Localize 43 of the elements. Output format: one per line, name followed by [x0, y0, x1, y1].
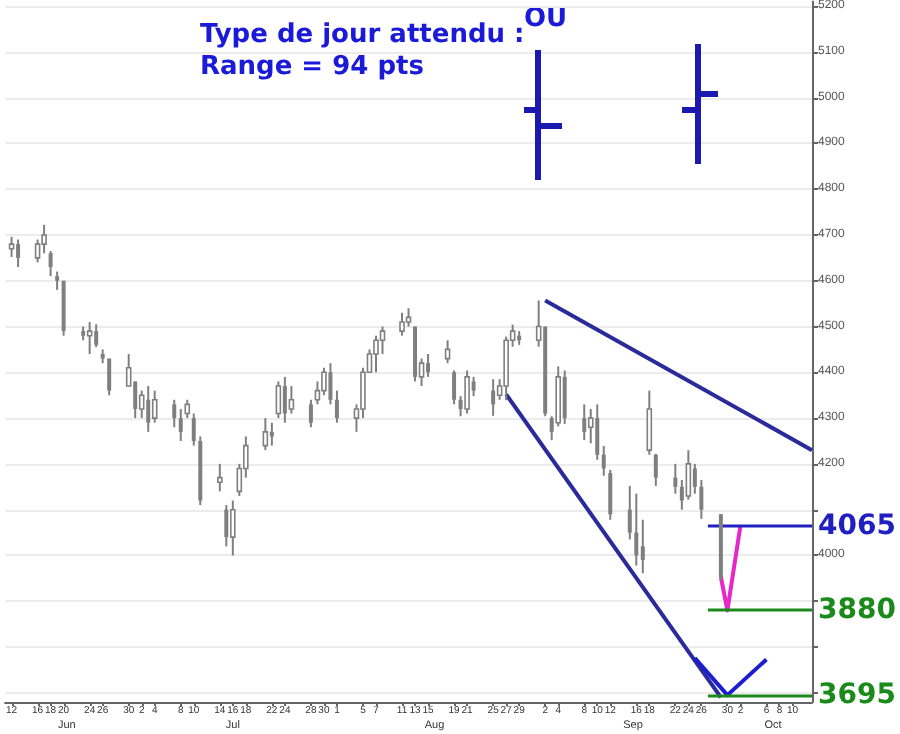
- candlestick: [172, 398, 177, 429]
- ref-line-label: 3695: [818, 679, 896, 712]
- candlestick: [653, 452, 658, 487]
- candlestick: [217, 462, 223, 493]
- candlestick: [373, 334, 379, 374]
- candlestick: [275, 380, 282, 420]
- candlestick: [634, 492, 639, 567]
- candlestick: [595, 403, 600, 461]
- annotation: OU: [524, 4, 568, 34]
- candlestick: [94, 323, 99, 349]
- text: Range = 94 pts: [200, 52, 425, 82]
- candlestick: [405, 307, 412, 328]
- candlestick: [178, 407, 183, 442]
- candlestick: [399, 311, 405, 337]
- candlestick: [86, 320, 93, 355]
- candlestick: [146, 385, 151, 433]
- candlestick: [288, 385, 295, 415]
- candlestick: [426, 353, 431, 378]
- text: Type de jour attendu :: [200, 20, 525, 50]
- candlestick: [224, 504, 229, 548]
- candlestick: [282, 375, 287, 424]
- candlestick: [262, 417, 269, 452]
- candlestick: [562, 369, 567, 426]
- candlestick: [55, 270, 60, 291]
- candlestick: [107, 357, 112, 397]
- candlestick: [640, 518, 645, 575]
- candlestick: [464, 369, 470, 415]
- candlestick: [646, 389, 653, 456]
- candlestick: [16, 238, 21, 268]
- ref-line-label: 4065: [818, 509, 896, 542]
- candlestick: [151, 389, 158, 424]
- candlestick: [321, 366, 327, 397]
- candlestick: [452, 369, 457, 406]
- candlestick: [230, 499, 236, 557]
- candlestick: [308, 398, 313, 429]
- ref-line-label: 3880: [818, 594, 897, 627]
- candlestick: [673, 462, 678, 495]
- candlestick: [334, 389, 339, 424]
- candlestick: [582, 403, 587, 442]
- candlestick: [491, 378, 496, 417]
- candlestick: [41, 223, 47, 255]
- candlestick: [48, 249, 53, 278]
- candlestick: [328, 362, 333, 406]
